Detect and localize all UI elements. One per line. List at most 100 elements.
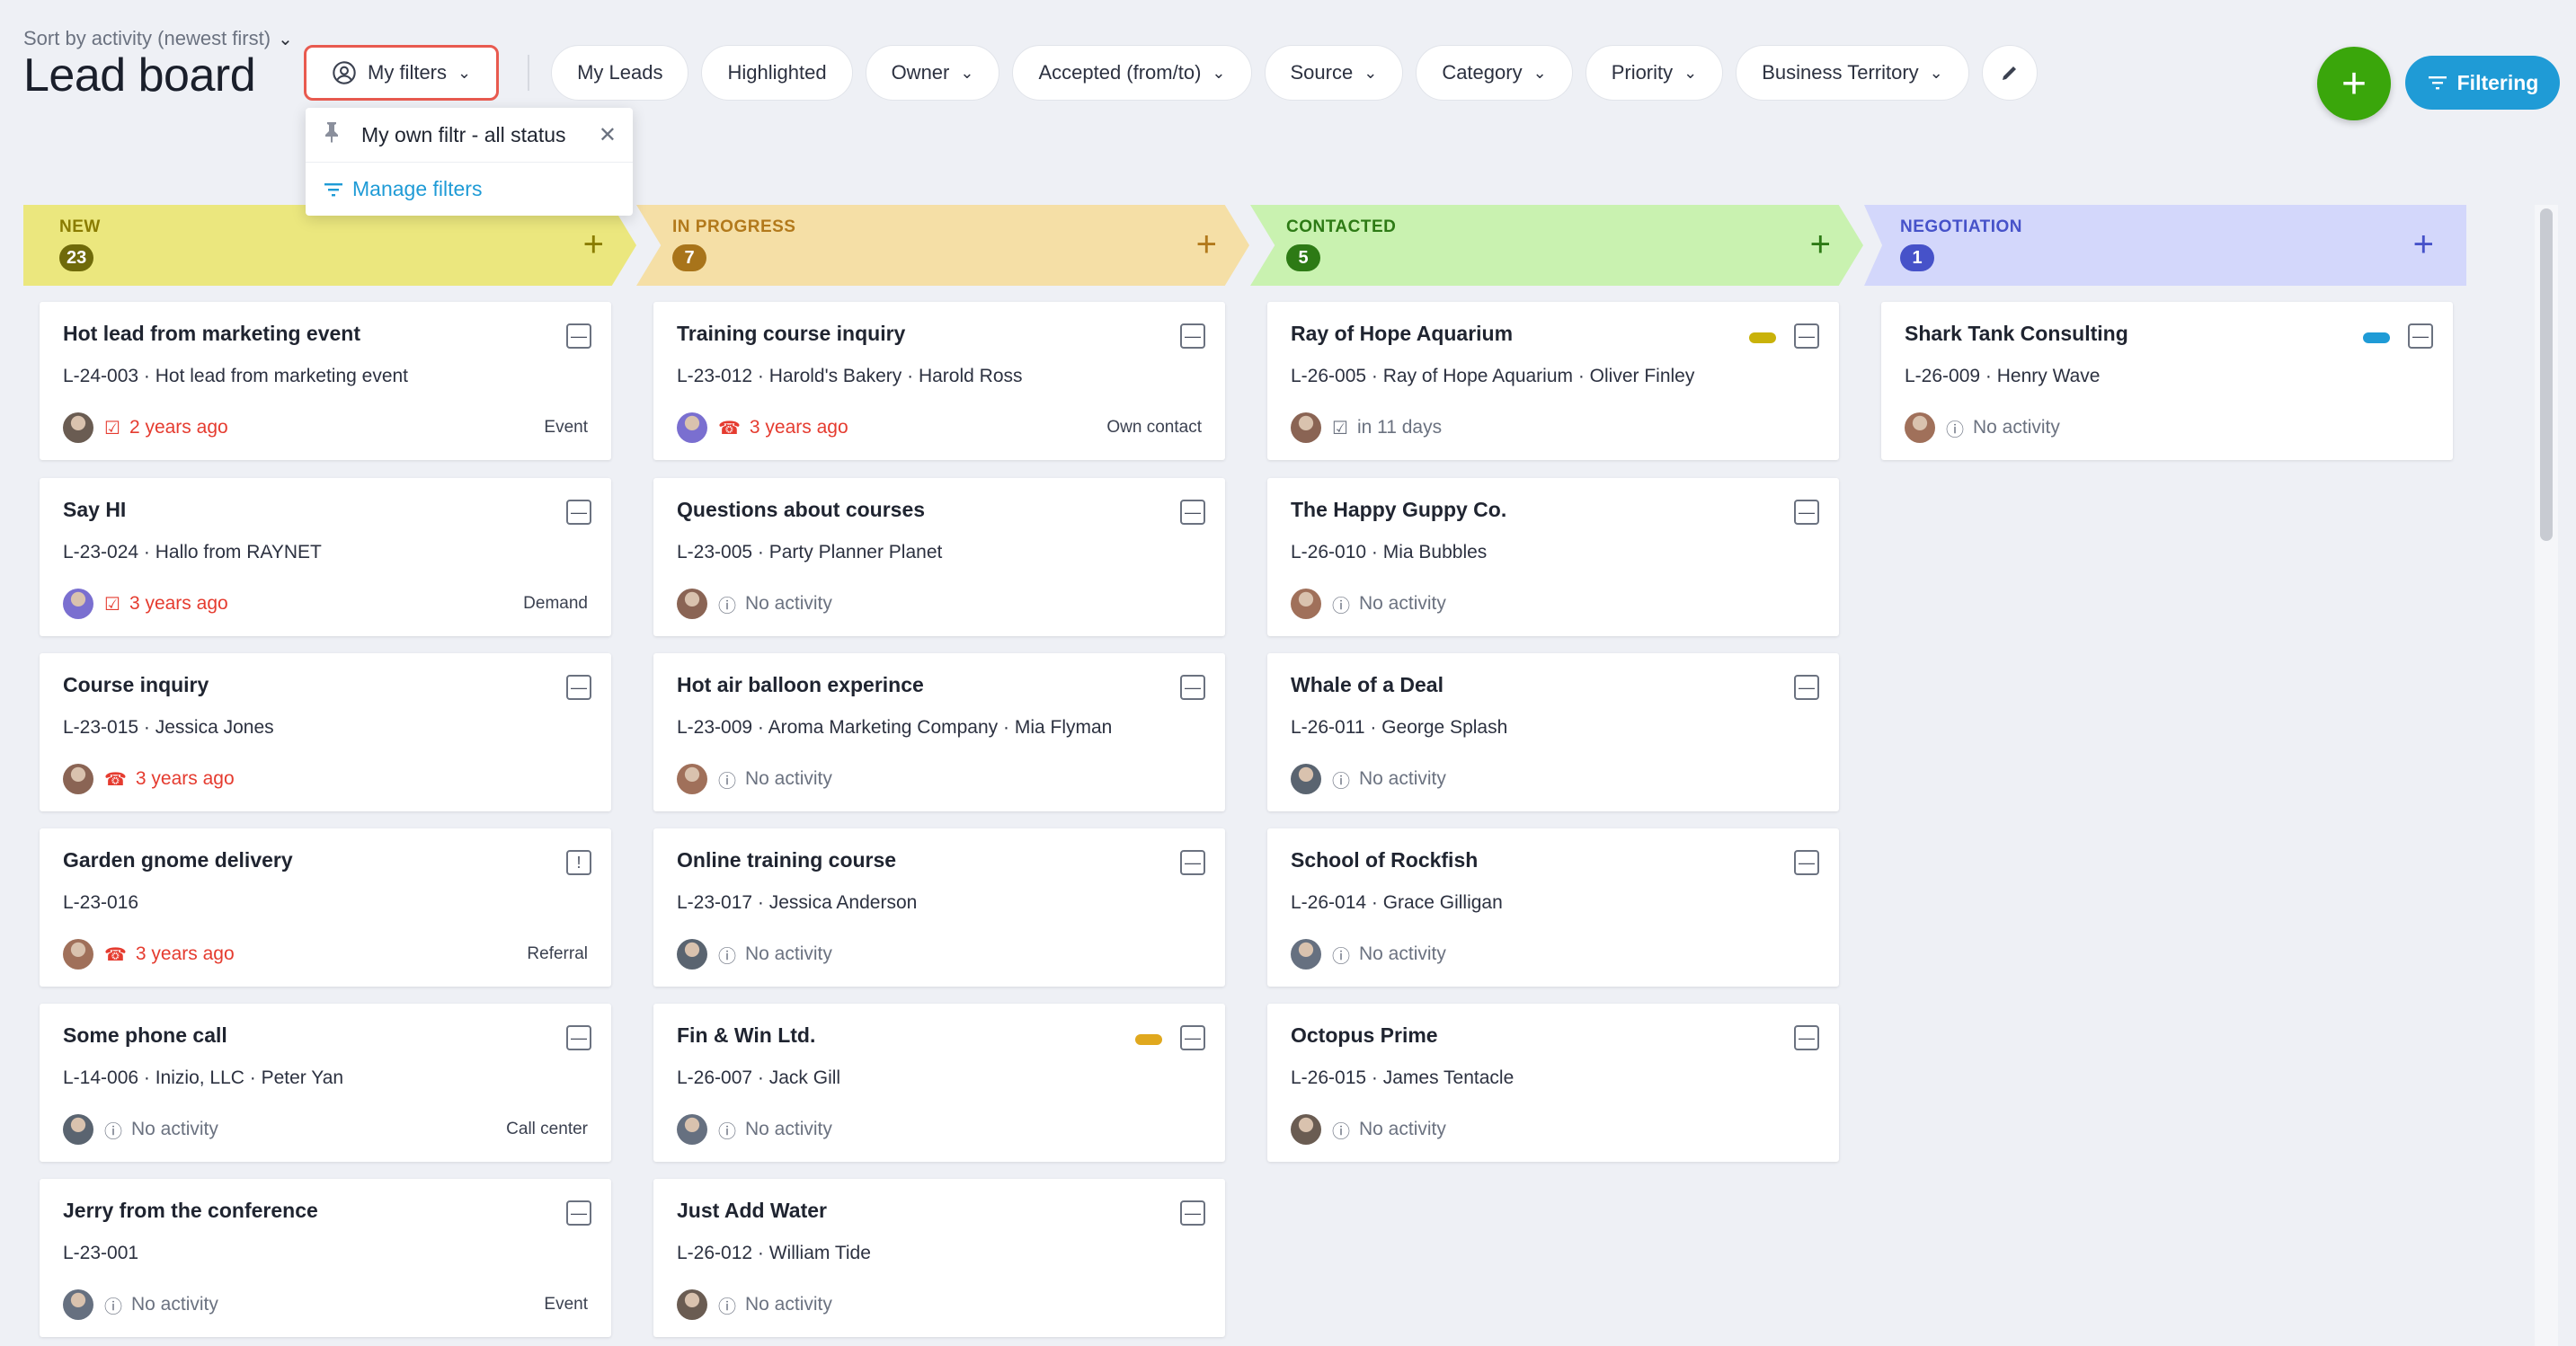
lead-title[interactable]: Garden gnome delivery	[63, 848, 293, 872]
avatar[interactable]	[1291, 589, 1321, 619]
avatar[interactable]	[63, 1289, 93, 1320]
column-title: NEW	[59, 217, 101, 236]
collapse-icon[interactable]: —	[566, 323, 591, 349]
lead-title[interactable]: Just Add Water	[677, 1199, 827, 1222]
avatar[interactable]	[1291, 764, 1321, 794]
activity-text: No activity	[745, 593, 832, 614]
lead-card[interactable]: Fin & Win Ltd. L-26-007 · Jack Gill ⓘ No ac…	[653, 1004, 1225, 1162]
collapse-icon[interactable]: —	[1794, 323, 1819, 349]
avatar[interactable]	[63, 939, 93, 970]
collapse-icon[interactable]: —	[1180, 1200, 1205, 1226]
my-filters-button[interactable]: My filters ⌄	[304, 45, 500, 101]
lead-title[interactable]: Shark Tank Consulting	[1905, 322, 2128, 345]
filter-chip-my-leads[interactable]: My Leads	[551, 45, 689, 101]
lead-title[interactable]: Fin & Win Ltd.	[677, 1023, 816, 1047]
collapse-icon[interactable]: —	[2408, 323, 2433, 349]
lead-title[interactable]: Hot air balloon experince	[677, 673, 924, 696]
close-icon[interactable]: ✕	[598, 122, 617, 147]
add-card-icon[interactable]: +	[582, 225, 604, 264]
add-card-icon[interactable]: +	[1195, 225, 1217, 264]
lead-title[interactable]: Ray of Hope Aquarium	[1291, 322, 1514, 345]
activity-text: No activity	[1973, 417, 2060, 438]
filter-chip-accepted[interactable]: Accepted (from/to) ⌄	[1012, 45, 1252, 101]
avatar[interactable]	[63, 764, 93, 794]
scrollbar-thumb[interactable]	[2540, 208, 2553, 541]
avatar[interactable]	[63, 412, 93, 443]
lead-title[interactable]: Octopus Prime	[1291, 1023, 1438, 1047]
lead-card[interactable]: The Happy Guppy Co. L-26-010 · Mia Bubble…	[1267, 478, 1839, 636]
filter-chip-highlighted[interactable]: Highlighted	[701, 45, 853, 101]
lead-card[interactable]: Course inquiry L-23-015 · Jessica Jones ☎ 3…	[40, 653, 611, 811]
avatar[interactable]	[1291, 1114, 1321, 1145]
lead-title[interactable]: Jerry from the conference	[63, 1199, 318, 1222]
lead-card[interactable]: Some phone call L-14-006 · Inizio, LLC · …	[40, 1004, 611, 1162]
lead-title[interactable]: Training course inquiry	[677, 322, 906, 345]
priority-icon[interactable]: !	[566, 850, 591, 875]
lead-card[interactable]: School of Rockfish L-26-014 · Grace Gilli…	[1267, 828, 1839, 987]
edit-filters-button[interactable]	[1981, 45, 2038, 101]
collapse-icon[interactable]: —	[1794, 1025, 1819, 1050]
card-footer: ⓘ No activity	[677, 1288, 1202, 1321]
avatar[interactable]	[63, 589, 93, 619]
manage-filters-item[interactable]: Manage filters	[306, 162, 633, 216]
collapse-icon[interactable]: —	[1180, 675, 1205, 700]
avatar[interactable]	[677, 1114, 707, 1145]
collapse-icon[interactable]: —	[1180, 850, 1205, 875]
filter-chip-source[interactable]: Source ⌄	[1264, 45, 1404, 101]
lead-card[interactable]: Training course inquiry L-23-012 · Harold…	[653, 302, 1225, 460]
collapse-icon[interactable]: —	[1794, 850, 1819, 875]
filter-chip-owner[interactable]: Owner ⌄	[865, 45, 1000, 101]
lead-title[interactable]: Course inquiry	[63, 673, 209, 696]
lead-title[interactable]: Say HI	[63, 498, 127, 521]
collapse-icon[interactable]: —	[566, 1025, 591, 1050]
avatar[interactable]	[677, 939, 707, 970]
avatar[interactable]	[677, 1289, 707, 1320]
lead-card[interactable]: Jerry from the conference L-23-001 ⓘ No act…	[40, 1179, 611, 1337]
avatar[interactable]	[677, 764, 707, 794]
avatar[interactable]	[677, 589, 707, 619]
add-lead-button[interactable]: +	[2317, 47, 2391, 120]
lead-card[interactable]: Questions about courses L-23-005 · Party …	[653, 478, 1225, 636]
filter-chip-business-territory[interactable]: Business Territory ⌄	[1736, 45, 1969, 101]
lead-card[interactable]: Shark Tank Consulting L-26-009 · Henry Wa…	[1881, 302, 2453, 460]
activity-status: ⓘ No activity	[1332, 766, 1446, 793]
avatar[interactable]	[1291, 939, 1321, 970]
collapse-icon[interactable]: —	[1180, 1025, 1205, 1050]
avatar[interactable]	[1905, 412, 1935, 443]
lead-card[interactable]: Ray of Hope Aquarium L-26-005 · Ray of Ho…	[1267, 302, 1839, 460]
collapse-icon[interactable]: —	[1794, 500, 1819, 525]
filtering-button[interactable]: Filtering	[2405, 56, 2560, 110]
lead-card[interactable]: Say HI L-23-024 · Hallo from RAYNET ☑ 3 yea…	[40, 478, 611, 636]
lead-card[interactable]: Garden gnome delivery L-23-016 ☎ 3 years ag…	[40, 828, 611, 987]
lead-title[interactable]: Hot lead from marketing event	[63, 322, 361, 345]
saved-filter-item[interactable]: My own filtr - all status ✕	[306, 108, 633, 162]
avatar[interactable]	[677, 412, 707, 443]
collapse-icon[interactable]: —	[566, 500, 591, 525]
lead-card[interactable]: Hot lead from marketing event L-24-003 · …	[40, 302, 611, 460]
filter-chip-priority[interactable]: Priority ⌄	[1585, 45, 1724, 101]
add-card-icon[interactable]: +	[1809, 225, 1831, 264]
lead-card[interactable]: Whale of a Deal L-26-011 · George Splash ⓘ…	[1267, 653, 1839, 811]
avatar[interactable]	[1291, 412, 1321, 443]
source-tag: Call center	[506, 1120, 588, 1138]
collapse-icon[interactable]: —	[566, 675, 591, 700]
lead-card[interactable]: Just Add Water L-26-012 · William Tide ⓘ No…	[653, 1179, 1225, 1337]
lead-title[interactable]: Some phone call	[63, 1023, 227, 1047]
add-card-icon[interactable]: +	[2412, 225, 2434, 264]
avatar[interactable]	[63, 1114, 93, 1145]
lead-title[interactable]: School of Rockfish	[1291, 848, 1479, 872]
collapse-icon[interactable]: —	[1180, 323, 1205, 349]
lead-card[interactable]: Online training course L-23-017 · Jessica…	[653, 828, 1225, 987]
collapse-icon[interactable]: —	[566, 1200, 591, 1226]
pin-icon[interactable]	[322, 120, 349, 149]
lead-title[interactable]: Whale of a Deal	[1291, 673, 1443, 696]
lead-card[interactable]: Octopus Prime L-26-015 · James Tentacle ⓘ N…	[1267, 1004, 1839, 1162]
lead-title[interactable]: The Happy Guppy Co.	[1291, 498, 1507, 521]
sort-dropdown[interactable]: Sort by activity (newest first) ⌄	[23, 27, 293, 50]
filter-chip-category[interactable]: Category ⌄	[1416, 45, 1573, 101]
lead-title[interactable]: Online training course	[677, 848, 897, 872]
lead-title[interactable]: Questions about courses	[677, 498, 926, 521]
lead-card[interactable]: Hot air balloon experince L-23-009 · Arom…	[653, 653, 1225, 811]
collapse-icon[interactable]: —	[1794, 675, 1819, 700]
collapse-icon[interactable]: —	[1180, 500, 1205, 525]
